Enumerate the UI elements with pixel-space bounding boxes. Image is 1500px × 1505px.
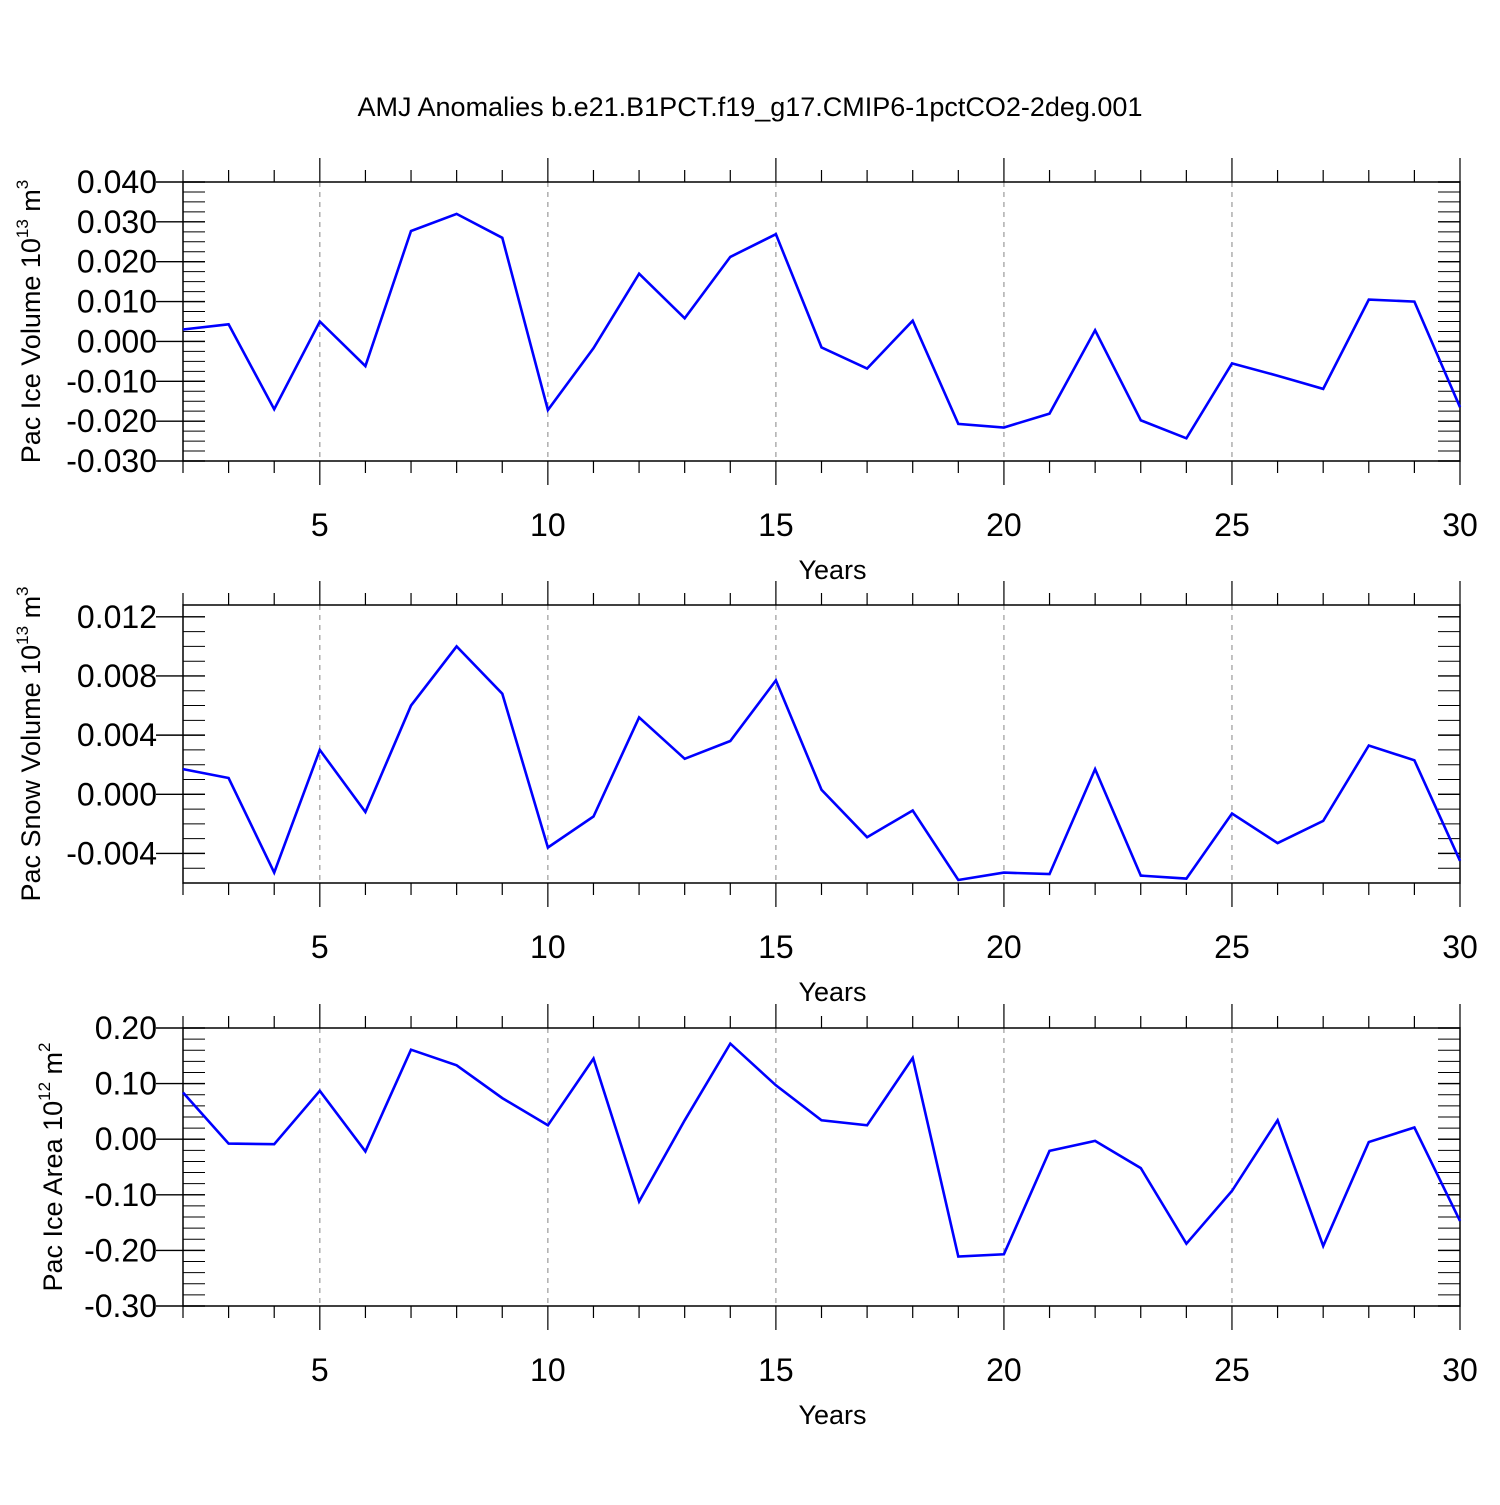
y-tick-label: -0.030 (66, 443, 157, 479)
series-line (183, 646, 1460, 880)
y-axis-label-unit: m (38, 1052, 68, 1082)
x-tick-label: 20 (986, 507, 1022, 543)
y-tick-label: 0.010 (77, 284, 157, 320)
y-axis-label-exponent: 12 (35, 1082, 54, 1101)
x-tick-label: 15 (758, 929, 794, 965)
y-axis-label-main: Pac Ice Area 10 (38, 1101, 68, 1292)
x-axis-label: Years (798, 977, 866, 1007)
x-tick-label: 5 (311, 929, 329, 965)
y-tick-label: 0.020 (77, 244, 157, 280)
y-axis-label-unit-exponent: 2 (35, 1042, 54, 1051)
y-axis-label: Pac Ice Area 1012 m2 (35, 1042, 68, 1291)
y-axis-label-exponent: 13 (13, 219, 32, 238)
x-tick-label: 30 (1442, 1352, 1478, 1388)
y-tick-label: 0.012 (77, 599, 157, 635)
panel-3: -0.30 -0.20 -0.10 0.00 0.10 0.20 5 10 15 20 25 30 Ye… (35, 1004, 1478, 1430)
x-axis-label: Years (798, 555, 866, 585)
y-tick-label: -0.004 (66, 835, 157, 871)
y-axis-label-unit-exponent: 3 (13, 586, 32, 595)
y-tick-label: 0.008 (77, 658, 157, 694)
y-tick-label: 0.20 (95, 1010, 157, 1046)
y-tick-label: -0.10 (84, 1177, 157, 1213)
y-tick-label: 0.000 (77, 776, 157, 812)
y-axis-label: Pac Snow Volume 1013 m3 (13, 586, 46, 901)
y-tick-label: -0.010 (66, 363, 157, 399)
y-axis-label-unit: m (16, 596, 46, 626)
plot-frame (183, 605, 1460, 883)
x-tick-label: 5 (311, 1352, 329, 1388)
x-tick-label: 30 (1442, 929, 1478, 965)
x-tick-label: 5 (311, 507, 329, 543)
y-tick-label: 0.030 (77, 204, 157, 240)
y-tick-label: 0.10 (95, 1066, 157, 1102)
y-tick-label: -0.020 (66, 403, 157, 439)
y-axis-label-main: Pac Ice Volume 10 (16, 238, 46, 463)
series-line (183, 214, 1460, 438)
x-tick-label: 20 (986, 1352, 1022, 1388)
y-axis-label-unit-exponent: 3 (13, 180, 32, 189)
y-tick-label: -0.30 (84, 1288, 157, 1324)
x-tick-label: 10 (530, 507, 566, 543)
plot-frame (183, 1028, 1460, 1306)
panel-2: -0.004 0.000 0.004 0.008 0.012 5 10 15 20 25 30 Yea… (13, 581, 1478, 1007)
y-axis-label-exponent: 13 (13, 626, 32, 645)
chart-title: AMJ Anomalies b.e21.B1PCT.f19_g17.CMIP6-… (0, 92, 1500, 123)
plot-frame (183, 182, 1460, 461)
x-tick-label: 10 (530, 1352, 566, 1388)
y-tick-label: -0.20 (84, 1232, 157, 1268)
x-tick-label: 20 (986, 929, 1022, 965)
y-tick-label: 0.000 (77, 323, 157, 359)
y-tick-label: 0.00 (95, 1121, 157, 1157)
x-tick-label: 25 (1214, 507, 1250, 543)
x-tick-label: 30 (1442, 507, 1478, 543)
x-tick-label: 25 (1214, 929, 1250, 965)
y-tick-label: 0.004 (77, 717, 157, 753)
y-tick-label: 0.040 (77, 164, 157, 200)
y-axis-label-unit: m (16, 189, 46, 219)
y-axis-label: Pac Ice Volume 1013 m3 (13, 180, 46, 464)
y-axis-label-main: Pac Snow Volume 10 (16, 645, 46, 902)
x-tick-label: 10 (530, 929, 566, 965)
x-tick-label: 15 (758, 507, 794, 543)
x-axis-label: Years (798, 1400, 866, 1430)
series-line (183, 1044, 1460, 1257)
x-tick-label: 15 (758, 1352, 794, 1388)
x-tick-label: 25 (1214, 1352, 1250, 1388)
